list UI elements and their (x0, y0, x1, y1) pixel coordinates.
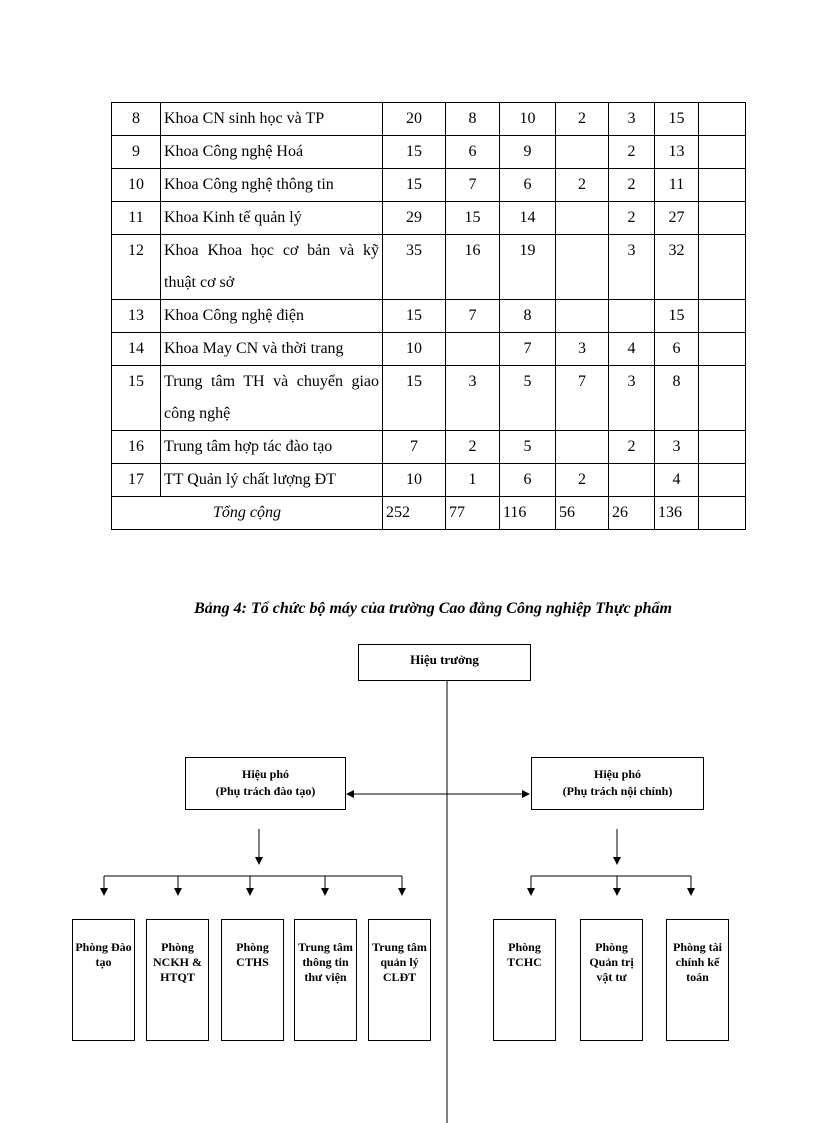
value-cell: 3 (608, 234, 655, 300)
value-cell: 2 (445, 430, 500, 464)
value-cell: 29 (382, 201, 446, 235)
unit-name: Khoa Khoa học cơ bản và kỹ thuật cơ sở (160, 234, 383, 300)
value-cell: 35 (382, 234, 446, 300)
department-box: Phòng TCHC (493, 919, 556, 1041)
value-cell: 7 (445, 299, 500, 333)
value-cell: 15 (382, 135, 446, 169)
table-row: 15 Trung tâm TH và chuyển giao công nghệ 1… (111, 365, 746, 431)
value-cell: 7 (382, 430, 446, 464)
unit-name: Khoa Công nghệ Hoá (160, 135, 383, 169)
table-row: 9 Khoa Công nghệ Hoá 15 6 9 2 13 (111, 135, 746, 169)
value-cell: 15 (654, 102, 699, 136)
value-cell (698, 365, 746, 431)
value-cell: 2 (608, 135, 655, 169)
value-cell (698, 201, 746, 235)
department-box: Phòng NCKH & HTQT (146, 919, 209, 1041)
vp-title: Hiệu phó (593, 767, 641, 781)
department-box: Phòng tài chính kế toán (666, 919, 729, 1041)
value-cell: 2 (608, 168, 655, 202)
value-cell: 2 (555, 102, 609, 136)
value-cell: 27 (654, 201, 699, 235)
value-cell: 9 (499, 135, 556, 169)
row-number: 11 (111, 201, 161, 235)
value-cell: 15 (382, 299, 446, 333)
table-row: 8 Khoa CN sinh học và TP 20 8 10 2 3 15 (111, 102, 746, 136)
value-cell: 8 (654, 365, 699, 431)
vp-sub: (Phụ trách nội chính) (562, 784, 673, 798)
total-cell: 26 (608, 496, 655, 530)
total-cell: 136 (654, 496, 699, 530)
unit-name: Trung tâm hợp tác đào tạo (160, 430, 383, 464)
department-box: Phòng Đào tạo (72, 919, 135, 1041)
table-row: 11 Khoa Kinh tế quản lý 29 15 14 2 27 (111, 201, 746, 235)
value-cell: 16 (445, 234, 500, 300)
table-row: 10 Khoa Công nghệ thông tin 15 7 6 2 2 11 (111, 168, 746, 202)
value-cell (555, 135, 609, 169)
vice-principal-training-box: Hiệu phó (Phụ trách đào tạo) (185, 757, 346, 810)
value-cell: 15 (382, 168, 446, 202)
value-cell: 10 (382, 332, 446, 366)
vp-sub: (Phụ trách đào tạo) (215, 784, 316, 798)
department-box: Phòng Quản trị vật tư (580, 919, 643, 1041)
total-cell: 56 (555, 496, 609, 530)
row-number: 12 (111, 234, 161, 300)
table-row: 16 Trung tâm hợp tác đào tạo 7 2 5 2 3 (111, 430, 746, 464)
principal-box: Hiệu trưởng (358, 644, 531, 681)
caption: Bảng 4: Tổ chức bộ máy của trường Cao đẳ… (194, 600, 672, 617)
total-cell (698, 496, 746, 530)
total-cell: 77 (445, 496, 500, 530)
department-box: Trung tâm quản lý CLĐT (368, 919, 431, 1041)
table-row: 17 TT Quản lý chất lượng ĐT 10 1 6 2 4 (111, 463, 746, 497)
department-box: Phòng CTHS (221, 919, 284, 1041)
staff-table: 8 Khoa CN sinh học và TP 20 8 10 2 3 15 9 Khoa Cô… (111, 102, 746, 530)
total-row: Tổng cộng 252 77 116 56 26 136 (111, 496, 746, 530)
row-number: 10 (111, 168, 161, 202)
total-cell: 252 (382, 496, 446, 530)
total-label: Tổng cộng (111, 496, 383, 530)
value-cell: 2 (608, 430, 655, 464)
value-cell: 14 (499, 201, 556, 235)
value-cell (698, 102, 746, 136)
value-cell: 5 (499, 430, 556, 464)
unit-name: TT Quản lý chất lượng ĐT (160, 463, 383, 497)
table-row: 14 Khoa May CN và thời trang 10 7 3 4 6 (111, 332, 746, 366)
value-cell: 8 (499, 299, 556, 333)
value-cell: 3 (654, 430, 699, 464)
department-box: Trung tâm thông tin thư viện (294, 919, 357, 1041)
table-row: 12 Khoa Khoa học cơ bản và kỹ thuật cơ sở… (111, 234, 746, 300)
value-cell (555, 299, 609, 333)
unit-name: Khoa May CN và thời trang (160, 332, 383, 366)
total-cell: 116 (499, 496, 556, 530)
value-cell: 11 (654, 168, 699, 202)
value-cell: 2 (555, 168, 609, 202)
value-cell (555, 430, 609, 464)
value-cell: 3 (445, 365, 500, 431)
value-cell: 6 (499, 463, 556, 497)
value-cell: 1 (445, 463, 500, 497)
unit-name: Khoa Công nghệ điện (160, 299, 383, 333)
value-cell (698, 168, 746, 202)
value-cell: 32 (654, 234, 699, 300)
vp-title: Hiệu phó (241, 767, 289, 781)
vice-principal-internal-box: Hiệu phó (Phụ trách nội chính) (531, 757, 704, 810)
unit-name: Khoa Công nghệ thông tin (160, 168, 383, 202)
value-cell (698, 332, 746, 366)
value-cell (698, 234, 746, 300)
value-cell: 15 (654, 299, 699, 333)
row-number: 8 (111, 102, 161, 136)
row-number: 14 (111, 332, 161, 366)
table-row: 13 Khoa Công nghệ điện 15 7 8 15 (111, 299, 746, 333)
unit-name: Trung tâm TH và chuyển giao công nghệ (160, 365, 383, 431)
